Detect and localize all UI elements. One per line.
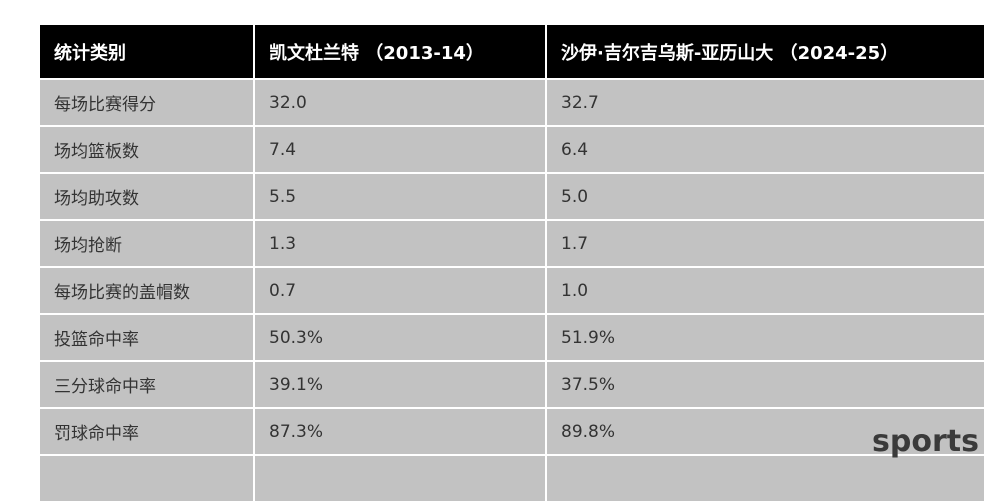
stat-name-cell: 罚球命中率 (38, 407, 255, 456)
stat-name-cell: 每场比赛的盖帽数 (38, 266, 255, 315)
stat-value-cell: 1.0 (545, 266, 986, 315)
table-row (38, 454, 986, 503)
stat-value-cell: 5.0 (545, 172, 986, 221)
stat-name-cell: 每场比赛得分 (38, 78, 255, 127)
stat-value-cell: 1.7 (545, 219, 986, 268)
stat-name-cell: 场均篮板数 (38, 125, 255, 174)
stat-value-cell: 0.7 (253, 266, 547, 315)
stat-value-cell: 6.4 (545, 125, 986, 174)
stat-value-cell: 51.9% (545, 313, 986, 362)
header-cell: 统计类别 (38, 23, 255, 80)
table-row: 投篮命中率 50.3% 51.9% (38, 313, 986, 362)
stat-value-cell: 1.3 (253, 219, 547, 268)
page: 统计类别 凯文杜兰特 （2013-14） 沙伊·吉尔吉乌斯-亚历山大 （2024-2… (38, 23, 986, 503)
stat-value-cell: 32.0 (253, 78, 547, 127)
header-cell: 沙伊·吉尔吉乌斯-亚历山大 （2024-25） (545, 23, 986, 80)
stat-value-cell: 32.7 (545, 78, 986, 127)
comparison-table: 统计类别 凯文杜兰特 （2013-14） 沙伊·吉尔吉乌斯-亚历山大 （2024-2… (38, 23, 986, 503)
stat-name-cell: 场均助攻数 (38, 172, 255, 221)
table-container: 统计类别 凯文杜兰特 （2013-14） 沙伊·吉尔吉乌斯-亚历山大 （2024-2… (38, 23, 986, 503)
stat-value-cell: 50.3% (253, 313, 547, 362)
table-row: 每场比赛的盖帽数 0.7 1.0 (38, 266, 986, 315)
stat-value-cell: 37.5% (545, 360, 986, 409)
stat-name-cell: 场均抢断 (38, 219, 255, 268)
header-cell: 凯文杜兰特 （2013-14） (253, 23, 547, 80)
stat-value-cell: 39.1% (253, 360, 547, 409)
empty-cell (253, 454, 547, 503)
header-row: 统计类别 凯文杜兰特 （2013-14） 沙伊·吉尔吉乌斯-亚历山大 （2024-2… (38, 23, 986, 80)
table-row: 每场比赛得分 32.0 32.7 (38, 78, 986, 127)
empty-cell (38, 454, 255, 503)
table-row: 场均抢断 1.3 1.7 (38, 219, 986, 268)
stat-value-cell: 89.8% (545, 407, 986, 456)
stat-name-cell: 投篮命中率 (38, 313, 255, 362)
stat-value-cell: 5.5 (253, 172, 547, 221)
stat-name-cell: 三分球命中率 (38, 360, 255, 409)
table-row: 三分球命中率 39.1% 37.5% (38, 360, 986, 409)
stat-value-cell: 87.3% (253, 407, 547, 456)
table-row: 场均篮板数 7.4 6.4 (38, 125, 986, 174)
table-row: 罚球命中率 87.3% 89.8% (38, 407, 986, 456)
stat-value-cell: 7.4 (253, 125, 547, 174)
table-row: 场均助攻数 5.5 5.0 (38, 172, 986, 221)
empty-cell (545, 454, 986, 503)
watermark: sports (872, 424, 979, 459)
